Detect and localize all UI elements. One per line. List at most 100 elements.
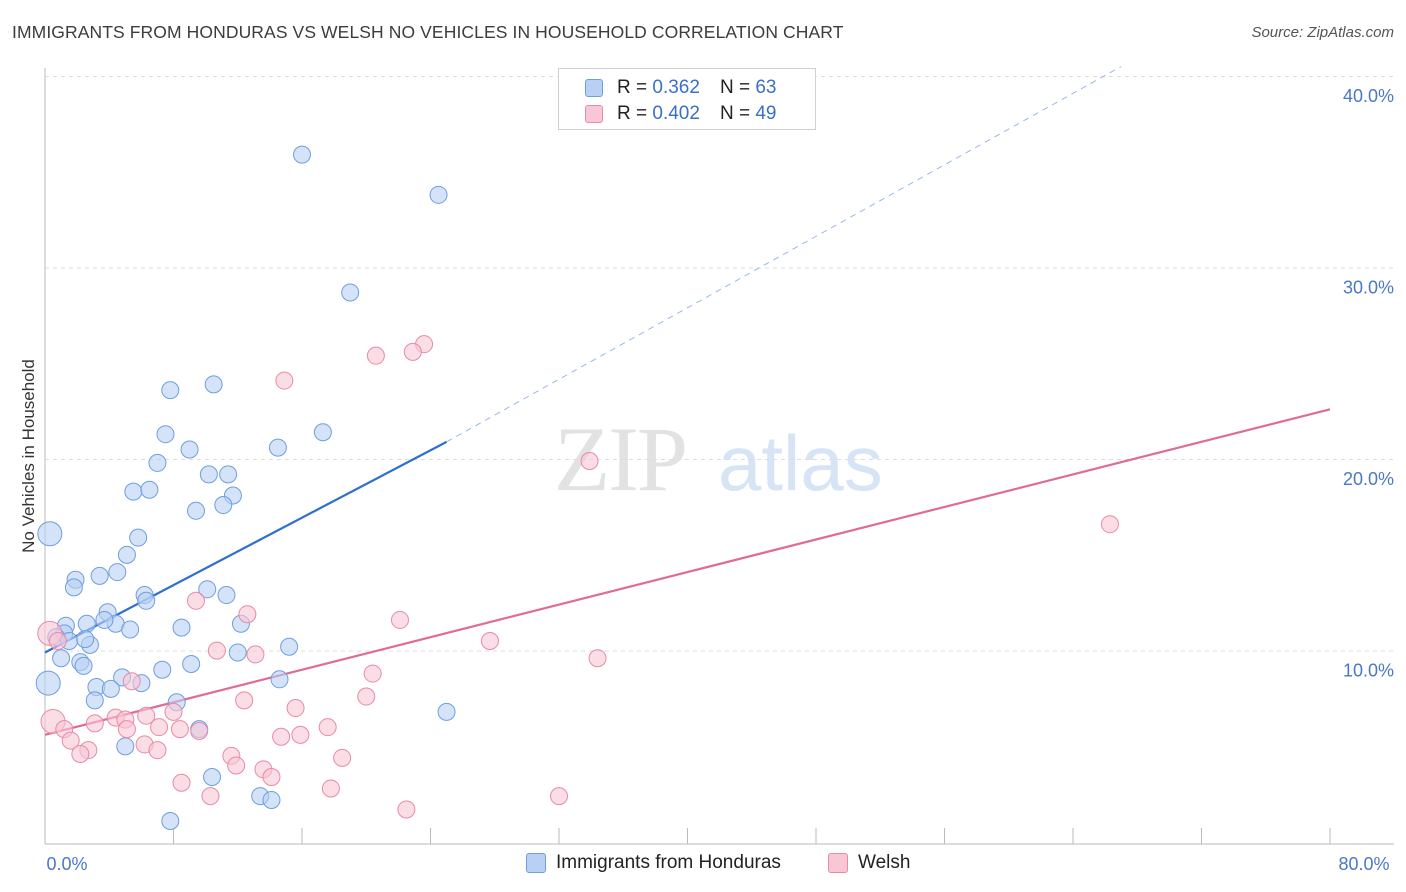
point-honduras-40 (280, 637, 299, 656)
point-honduras-35 (121, 620, 140, 639)
y-tick-label-3: 40.0% (1343, 86, 1394, 106)
point-welsh-4 (580, 452, 599, 470)
legend-n-label: N = (719, 103, 751, 124)
point-welsh-32 (291, 725, 310, 744)
legend-n-value-welsh: 49 (755, 103, 777, 124)
point-honduras-3 (161, 381, 180, 400)
point-honduras-50 (35, 670, 61, 696)
bottom-legend-swatch-welsh (828, 853, 848, 873)
point-welsh-45 (201, 787, 220, 806)
point-honduras-61 (161, 812, 180, 831)
point-honduras-57 (116, 737, 135, 756)
point-welsh-30 (117, 720, 136, 739)
point-honduras-60 (262, 790, 281, 809)
legend-row-welsh: R = 0.402 N = 49 (585, 102, 776, 126)
point-honduras-11 (219, 465, 238, 484)
point-welsh-3 (275, 371, 294, 390)
point-welsh-17 (235, 691, 254, 710)
point-honduras-7 (180, 440, 199, 459)
point-honduras-20 (108, 563, 127, 582)
x-ticks: 0.0% 80.0% (44, 828, 1390, 874)
y-tick-labels: 10.0% 20.0% 30.0% 40.0% (1343, 86, 1394, 681)
point-honduras-5 (156, 425, 175, 444)
point-welsh-47 (397, 800, 416, 819)
point-welsh-12 (246, 645, 265, 664)
point-honduras-27 (137, 591, 156, 610)
point-welsh-6 (186, 591, 205, 610)
point-welsh-31 (272, 727, 291, 746)
bottom-legend-label-welsh: Welsh (858, 852, 911, 873)
point-welsh-7 (238, 605, 257, 624)
point-welsh-14 (363, 664, 382, 683)
point-honduras-58 (203, 767, 222, 786)
legend-swatch-welsh (585, 105, 603, 123)
point-honduras-48 (270, 670, 289, 689)
point-honduras-9 (148, 453, 167, 472)
data-points (35, 145, 1119, 831)
point-honduras-34 (95, 610, 114, 629)
x-tick-label-1: 80.0% (1338, 854, 1389, 874)
point-welsh-35 (148, 741, 167, 760)
legend-swatch-honduras (585, 79, 603, 97)
point-welsh-48 (48, 632, 67, 651)
point-honduras-4 (204, 375, 223, 394)
point-welsh-15 (122, 672, 141, 691)
point-honduras-44 (74, 656, 93, 675)
y-tick-label-2: 30.0% (1343, 278, 1394, 298)
point-honduras-52 (101, 679, 120, 698)
point-honduras-8 (268, 438, 287, 457)
point-honduras-42 (52, 649, 71, 668)
point-welsh-29 (190, 722, 209, 741)
point-honduras-16 (214, 496, 233, 515)
legend-row-honduras: R = 0.362 N = 63 (585, 76, 776, 100)
bottom-legend: Immigrants from Honduras Welsh (0, 852, 1406, 878)
point-welsh-10 (480, 632, 499, 651)
bottom-legend-label-honduras: Immigrants from Honduras (556, 852, 781, 873)
y-tick-label-0: 10.0% (1343, 661, 1394, 681)
point-welsh-2 (366, 346, 385, 365)
point-welsh-46 (550, 787, 568, 806)
point-honduras-21 (90, 566, 109, 585)
point-honduras-24 (198, 580, 217, 599)
legend-n-value-honduras: 63 (755, 77, 777, 98)
watermark-atlas: atlas (718, 419, 883, 507)
y-tick-label-1: 20.0% (1343, 469, 1394, 489)
legend-r-value-welsh: 0.402 (652, 103, 700, 124)
trend-line-1 (44, 408, 1331, 736)
source-credit: Source: ZipAtlas.com (1251, 24, 1394, 41)
legend-r-label: R = (617, 77, 648, 98)
point-welsh-11 (207, 641, 226, 660)
point-welsh-1 (403, 342, 422, 361)
point-welsh-18 (286, 699, 305, 718)
point-honduras-0 (293, 145, 311, 164)
chart-title: IMMIGRANTS FROM HONDURAS VS WELSH NO VEH… (12, 22, 844, 42)
point-honduras-12 (124, 482, 143, 501)
point-welsh-27 (150, 718, 169, 737)
legend-r-label: R = (617, 103, 648, 124)
point-honduras-41 (228, 643, 247, 662)
point-welsh-42 (262, 767, 281, 786)
point-welsh-39 (333, 748, 352, 767)
trend-lines (44, 66, 1331, 736)
point-honduras-46 (153, 660, 172, 679)
point-welsh-16 (357, 687, 376, 706)
point-honduras-53 (85, 691, 104, 710)
point-welsh-5 (1100, 515, 1119, 534)
point-welsh-37 (71, 744, 90, 763)
legend-n-label: N = (719, 77, 751, 98)
point-honduras-23 (64, 578, 83, 597)
bottom-legend-swatch-honduras (526, 853, 546, 873)
bottom-legend-welsh: Welsh (828, 852, 910, 874)
legend: R = 0.362 N = 63 R = 0.402 N = 49 (558, 68, 816, 130)
point-honduras-10 (199, 465, 218, 484)
point-honduras-2 (341, 283, 360, 302)
point-honduras-18 (129, 528, 148, 547)
point-honduras-62 (76, 630, 95, 649)
point-welsh-40 (227, 756, 246, 775)
point-honduras-31 (172, 618, 191, 637)
point-honduras-55 (437, 702, 456, 721)
point-honduras-17 (37, 521, 63, 547)
point-welsh-28 (170, 720, 189, 739)
x-tick-label-0: 0.0% (46, 854, 87, 874)
point-welsh-20 (164, 702, 183, 721)
